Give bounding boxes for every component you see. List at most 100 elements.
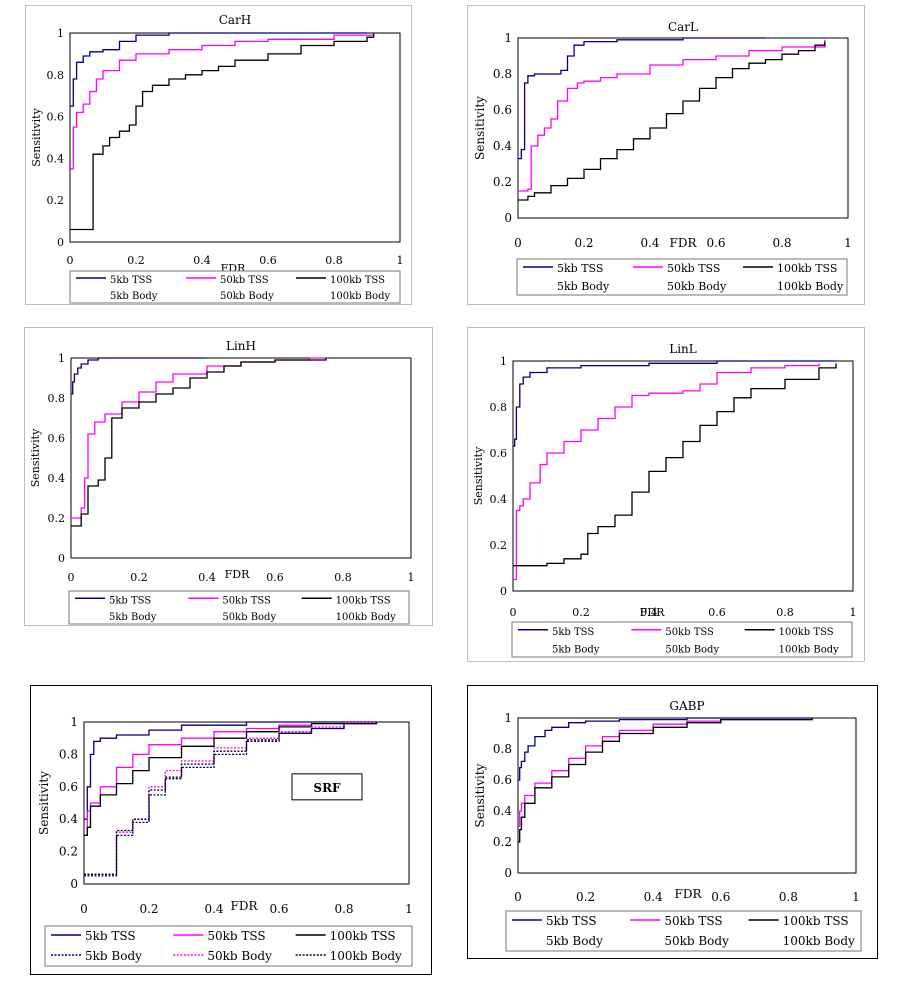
legend (511, 621, 853, 658)
series-line-5kb-body (84, 721, 377, 877)
series-line-5kb-tss (518, 37, 766, 160)
y-axis-label: Sensitivity (29, 428, 42, 487)
x-tick-label: 0 (514, 890, 522, 904)
legend-label: 5kb Body (110, 291, 158, 302)
y-tick-label: 0.4 (490, 493, 508, 506)
chart-svg-linh: LinH 0 0.2 0.4 0.6 0.8 1 0 0.2 0.4 0.6 0.8 1 FDR Sensi… (29, 339, 415, 625)
y-axis-label: Sensitivity (473, 763, 487, 827)
y-tick-label: 0.2 (490, 539, 508, 552)
series-line-5kb-tss (84, 721, 377, 820)
legend-label: 50kb Body (222, 612, 276, 623)
x-tick-label: 0.8 (772, 236, 791, 250)
y-tick-label: 0.4 (59, 812, 78, 826)
y-tick-label: 0 (500, 585, 507, 598)
legend (69, 270, 401, 304)
x-tick-label: 0 (67, 254, 74, 267)
x-tick-label: 0.2 (127, 254, 145, 267)
legend-label: 50kb TSS (207, 929, 265, 943)
y-tick-label: 1 (57, 27, 64, 40)
legend-label: 50kb Body (220, 291, 274, 302)
y-tick-label: 0.6 (48, 432, 66, 445)
legend-label: 50kb Body (665, 644, 719, 655)
y-tick-label: 0.4 (493, 139, 512, 153)
legend-label: 5kb Body (552, 644, 600, 655)
series-line-100kb-tss (71, 358, 327, 527)
series-line-5kb-tss (70, 32, 367, 107)
x-tick-label: 0 (80, 902, 88, 916)
chart-panel-srf: 0 0.2 0.4 0.6 0.8 1 0 0.2 0.4 0.6 0.8 1 FDR Sensitivi… (30, 685, 432, 975)
series-line-50kb-tss (513, 363, 820, 581)
legend-label: 100kb TSS (336, 595, 391, 606)
chart-panel-linh: LinH 0 0.2 0.4 0.6 0.8 1 0 0.2 0.4 0.6 0.8 1 FDR Sensi… (24, 327, 433, 626)
x-tick-label: 0.2 (572, 606, 590, 619)
series-line-5kb-tss (513, 360, 836, 447)
x-tick-label: 1 (852, 890, 860, 904)
y-axis-label: Sensitivity (472, 446, 485, 505)
y-tick-label: 0.6 (493, 103, 512, 117)
legend-label: 100kb Body (777, 280, 844, 293)
chart-svg-linl: LinL 0 0.2 0.4 0.6 0.8 1 0 0.2 0.4 0.6 0.8 1 FDR Sensi… (472, 342, 857, 658)
legend-label: 100kb TSS (777, 262, 837, 275)
y-tick-label: 0.2 (493, 175, 512, 189)
legend-label: 100kb Body (779, 644, 839, 655)
series-line-50kb-tss (70, 33, 375, 170)
legend (68, 590, 410, 625)
legend-label: 100kb TSS (330, 929, 396, 943)
y-tick-label: 1 (500, 355, 507, 368)
y-tick-label: 0.8 (493, 742, 512, 756)
series-line-5kb-tss (518, 717, 813, 781)
legend-label: 50kb TSS (222, 595, 271, 606)
x-tick-label: 0.6 (706, 236, 725, 250)
legend-label: 50kb Body (207, 949, 272, 963)
y-tick-label: 1 (504, 711, 512, 725)
x-tick-label: 0.6 (259, 254, 277, 267)
legend (505, 910, 862, 952)
x-tick-label: 1 (405, 902, 413, 916)
x-tick-label: 0.8 (325, 254, 343, 267)
series-line-50kb-tss (84, 722, 378, 837)
x-tick-label: 0.8 (334, 571, 352, 584)
x-tick-label: 0.6 (266, 571, 284, 584)
plot-area (512, 360, 854, 592)
x-tick-label: 0 (510, 606, 517, 619)
x-tick-label: 0.8 (334, 902, 353, 916)
y-tick-label: 0.6 (47, 111, 65, 124)
legend-label: 100kb Body (336, 612, 396, 623)
x-tick-label: 0.6 (711, 890, 730, 904)
x-tick-label: 0.4 (193, 254, 211, 267)
series-line-100kb-tss (84, 722, 378, 837)
x-tick-label: 0 (514, 236, 522, 250)
y-tick-label: 0.8 (490, 401, 508, 414)
chart-title: GABP (669, 699, 704, 713)
plot-area (70, 357, 412, 559)
legend-label: 50kb TSS (667, 262, 720, 275)
x-tick-label: 0.4 (644, 890, 663, 904)
x-tick-label: 1 (397, 254, 404, 267)
x-tick-label: 0.4 (640, 606, 658, 619)
legend-label: 50kb TSS (220, 275, 269, 286)
legend-label: 100kb TSS (783, 914, 849, 928)
y-tick-label: 1 (58, 352, 65, 365)
chart-title: LinH (226, 339, 256, 353)
series-line-100kb-tss (513, 363, 837, 567)
legend-label: 5kb Body (546, 934, 603, 948)
series-line-100kb-tss (70, 33, 375, 231)
legend (516, 258, 848, 296)
series-line-100kb-body (84, 722, 378, 875)
legend-label: 5kb TSS (109, 595, 151, 606)
y-tick-label: 0.8 (59, 747, 78, 761)
y-tick-label: 0.6 (493, 773, 512, 787)
chart-panel-carh: CarH 0 0.2 0.4 0.6 0.8 1 0 0.2 0.4 0.6 0.8 1 FDR Sensi… (25, 5, 412, 305)
chart-title: LinL (669, 342, 697, 356)
series-label-text: SRF (313, 781, 341, 795)
legend-label: 5kb TSS (85, 929, 136, 943)
y-axis-label: Sensitivity (37, 771, 51, 835)
x-tick-label: 0.8 (779, 890, 798, 904)
x-tick-label: 0 (68, 571, 75, 584)
x-tick-label: 1 (844, 236, 852, 250)
legend-label: 50kb TSS (664, 914, 722, 928)
chart-panel-carl: CarL 0 0.2 0.4 0.6 0.8 1 0 0.2 0.4 0.6 0.8 1 FDR Sensi… (467, 5, 865, 305)
chart-svg-carl: CarL 0 0.2 0.4 0.6 0.8 1 0 0.2 0.4 0.6 0.8 1 FDR Sensi… (473, 20, 852, 296)
y-tick-label: 0.4 (493, 804, 512, 818)
